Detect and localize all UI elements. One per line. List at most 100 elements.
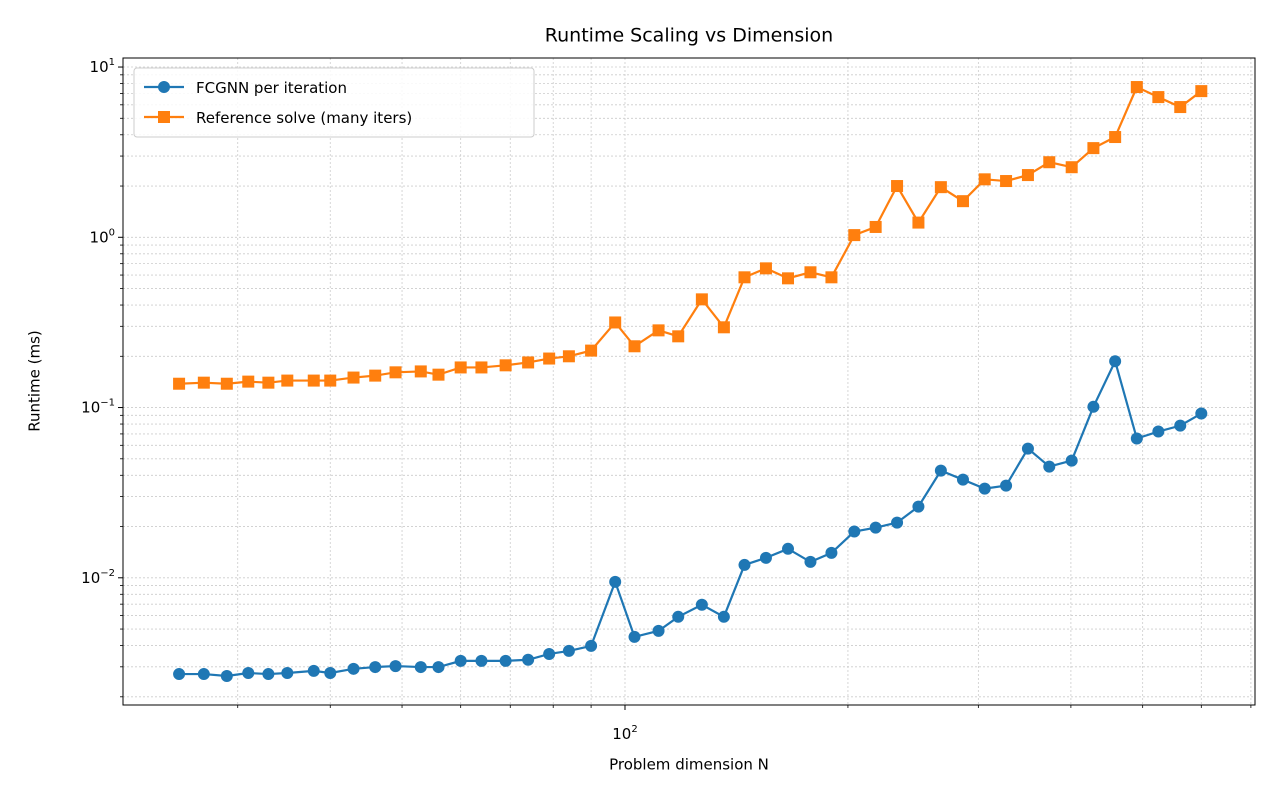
marker: [1109, 355, 1122, 368]
marker: [543, 352, 556, 365]
legend-box: [133, 67, 535, 138]
marker: [934, 464, 947, 477]
marker: [738, 558, 751, 571]
marker: [609, 316, 622, 329]
marker: [1152, 425, 1165, 438]
marker: [628, 630, 641, 643]
marker: [869, 220, 882, 233]
marker: [324, 374, 337, 387]
marker: [978, 482, 991, 495]
marker: [1043, 156, 1056, 169]
marker: [562, 350, 575, 363]
marker: [432, 661, 445, 674]
marker: [759, 551, 772, 564]
y-tick-label: 101: [90, 57, 115, 76]
x-axis-label: Problem dimension N: [609, 756, 769, 774]
marker: [369, 661, 382, 674]
marker: [347, 662, 360, 675]
marker: [389, 366, 402, 379]
chart-title: Runtime Scaling vs Dimension: [545, 25, 833, 47]
marker: [173, 668, 186, 681]
marker: [585, 344, 598, 357]
marker: [389, 660, 402, 673]
marker: [1021, 442, 1034, 455]
marker: [522, 356, 535, 369]
marker: [978, 173, 991, 186]
marker: [1174, 419, 1187, 432]
marker: [891, 516, 904, 529]
marker: [522, 653, 535, 666]
marker: [499, 654, 512, 667]
marker: [782, 272, 795, 285]
marker: [369, 369, 382, 382]
marker: [454, 654, 467, 667]
legend-marker: [158, 111, 170, 123]
y-tick-label: 10−2: [81, 568, 115, 587]
marker: [220, 377, 233, 390]
marker: [1000, 479, 1013, 492]
marker: [1195, 85, 1208, 98]
marker: [1043, 460, 1056, 473]
marker: [782, 542, 795, 555]
marker: [934, 181, 947, 194]
marker: [1087, 400, 1100, 413]
marker: [324, 666, 337, 679]
marker: [242, 666, 255, 679]
marker: [652, 624, 665, 637]
marker: [1195, 407, 1208, 420]
marker: [695, 293, 708, 306]
marker: [562, 644, 575, 657]
marker: [1021, 169, 1034, 182]
y-tick-label: 10−1: [81, 398, 115, 417]
x-tick-label: 102: [612, 724, 637, 743]
plot-frame: [122, 57, 1256, 706]
marker: [672, 610, 685, 623]
marker: [1065, 454, 1078, 467]
marker: [848, 229, 861, 242]
marker: [307, 374, 320, 387]
marker: [1087, 142, 1100, 155]
marker: [609, 575, 622, 588]
marker: [1130, 432, 1143, 445]
marker: [804, 555, 817, 568]
legend-marker: [158, 81, 170, 93]
marker: [414, 661, 427, 674]
marker: [738, 271, 751, 284]
marker: [242, 375, 255, 388]
marker: [543, 647, 556, 660]
marker: [1000, 175, 1013, 188]
y-axis-label: Runtime (ms): [26, 330, 44, 432]
marker: [956, 473, 969, 486]
marker: [197, 668, 210, 681]
marker: [347, 371, 360, 384]
marker: [262, 376, 275, 389]
marker: [652, 324, 665, 337]
marker: [1152, 91, 1165, 104]
marker: [695, 598, 708, 611]
marker: [672, 330, 685, 343]
legend-label: FCGNN per iteration: [196, 79, 347, 97]
marker: [825, 546, 838, 559]
marker: [912, 500, 925, 513]
marker: [848, 525, 861, 538]
marker: [891, 180, 904, 193]
marker: [717, 610, 730, 623]
marker: [432, 368, 445, 381]
marker: [454, 361, 467, 374]
marker: [912, 216, 925, 229]
marker: [869, 521, 882, 534]
marker: [262, 668, 275, 681]
marker: [281, 666, 294, 679]
marker: [759, 262, 772, 275]
marker: [281, 374, 294, 387]
marker: [956, 195, 969, 208]
marker: [628, 340, 641, 353]
y-tick-label: 100: [90, 227, 115, 246]
marker: [825, 271, 838, 284]
marker: [307, 664, 320, 677]
marker: [1174, 101, 1187, 114]
marker: [1109, 131, 1122, 144]
marker: [475, 654, 488, 667]
marker: [804, 266, 817, 279]
